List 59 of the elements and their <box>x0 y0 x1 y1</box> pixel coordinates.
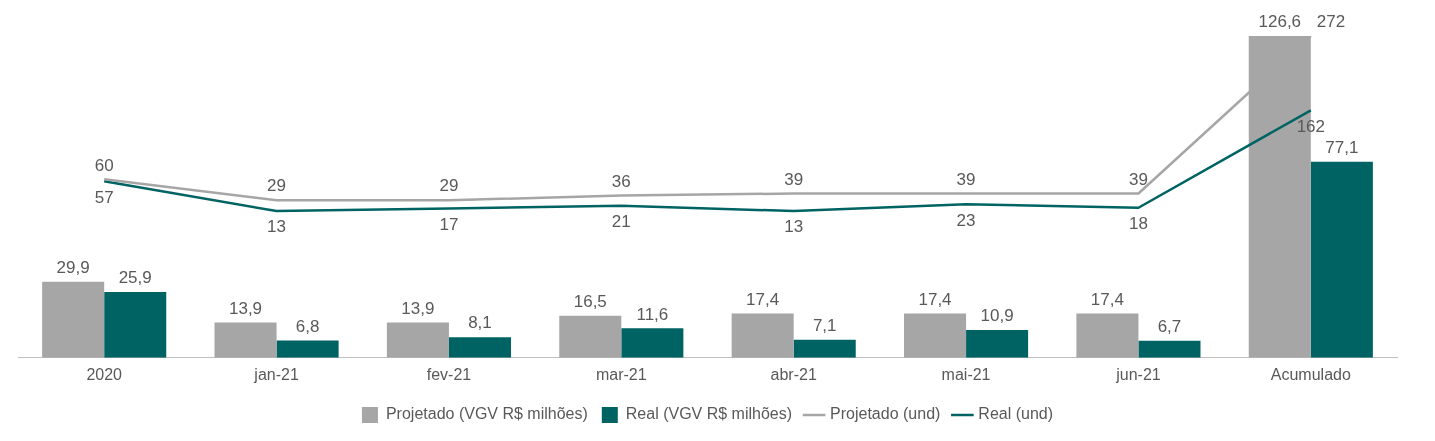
data-label: 10,9 <box>980 306 1014 326</box>
data-label: 7,1 <box>812 315 837 335</box>
data-label: 162 <box>1296 116 1325 136</box>
data-label: 17,4 <box>746 289 780 309</box>
bar <box>559 315 622 358</box>
x-tick-label: jun-21 <box>1115 365 1161 383</box>
data-label: 29,9 <box>56 257 90 277</box>
legend-label: Real (VGV R$ milhões) <box>625 405 793 423</box>
bar <box>104 291 167 358</box>
bar <box>276 340 339 358</box>
data-label: 29 <box>267 176 287 196</box>
x-tick-label: mai-21 <box>941 365 991 383</box>
data-label: 16,5 <box>573 292 607 312</box>
data-label: 13 <box>784 217 804 237</box>
legend-label: Real (und) <box>978 405 1054 423</box>
bar <box>621 328 684 358</box>
data-label: 25,9 <box>118 268 152 288</box>
data-label: 36 <box>611 171 631 191</box>
data-label: 6,8 <box>295 316 320 336</box>
bar <box>386 322 449 358</box>
data-label: 18 <box>1128 213 1148 233</box>
data-label: 17,4 <box>918 289 952 309</box>
bar <box>793 339 856 358</box>
x-tick-label: jan-21 <box>253 365 299 383</box>
x-tick-label: abr-21 <box>770 365 817 383</box>
data-label: 6,7 <box>1157 316 1182 336</box>
data-label: 60 <box>94 155 114 175</box>
bar <box>1310 161 1373 358</box>
legend-label: Projetado (VGV R$ milhões) <box>385 405 588 423</box>
data-label: 11,6 <box>636 304 669 324</box>
data-label: 39 <box>956 169 976 189</box>
bar <box>731 313 794 358</box>
data-label: 57 <box>94 187 114 207</box>
data-label: 8,1 <box>468 313 492 333</box>
data-label: 23 <box>956 210 976 230</box>
data-label: 126,6 <box>1258 12 1302 32</box>
data-label: 13,9 <box>401 298 435 318</box>
bar <box>1076 313 1139 358</box>
data-label: 17 <box>439 214 459 234</box>
bar <box>1138 340 1201 358</box>
bar <box>448 337 511 358</box>
bar <box>904 313 967 358</box>
x-tick-label: mar-21 <box>595 365 647 383</box>
data-label: 39 <box>784 169 804 189</box>
bar <box>42 281 105 358</box>
data-label: 13,9 <box>228 298 263 318</box>
data-label: 17,4 <box>1090 289 1124 309</box>
data-label: 13 <box>267 217 287 237</box>
data-label: 21 <box>611 211 631 231</box>
data-label: 39 <box>1128 169 1148 189</box>
x-tick-label: fev-21 <box>426 365 472 383</box>
x-tick-label: 2020 <box>86 365 123 383</box>
data-label: 29 <box>439 176 459 196</box>
x-tick-label: Acumulado <box>1270 365 1351 383</box>
legend-label: Projetado (und) <box>830 405 941 423</box>
bar <box>966 330 1029 358</box>
data-label: 77,1 <box>1325 138 1359 158</box>
data-label: 272 <box>1316 12 1346 32</box>
bar <box>214 322 277 358</box>
